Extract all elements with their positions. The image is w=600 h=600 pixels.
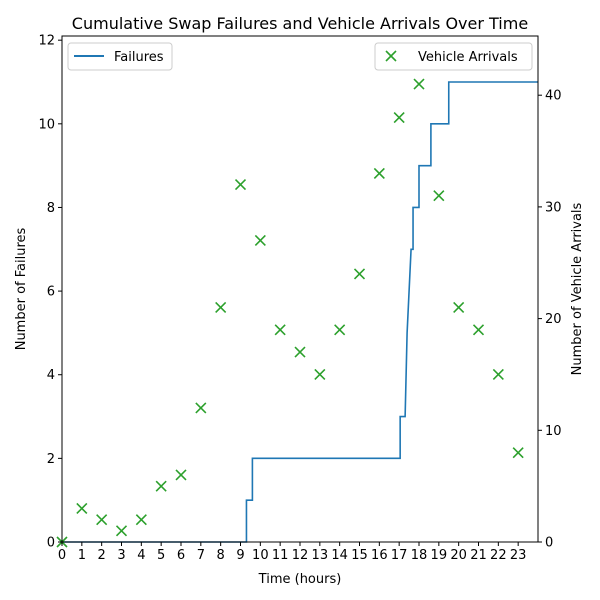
arrival-marker [453, 301, 465, 313]
x-tick-label: 12 [292, 548, 309, 563]
x-tick-label: 21 [470, 548, 487, 563]
x-tick-label: 19 [431, 548, 448, 563]
arrival-marker [472, 324, 485, 336]
y-left-tick-label: 10 [38, 117, 55, 132]
x-tick-label: 15 [351, 548, 368, 563]
arrival-marker [373, 167, 385, 179]
y-axis-right-label: Number of Vehicle Arrivals [570, 202, 585, 375]
legend-arrivals: Vehicle Arrivals [374, 42, 533, 71]
x-tick-label: 2 [98, 548, 106, 563]
arrival-marker [413, 78, 425, 90]
y-left-tick-label: 0 [47, 536, 55, 551]
x-tick-label: 6 [177, 548, 185, 563]
legend-failures-frame [67, 42, 173, 71]
arrival-marker [96, 514, 108, 526]
legend-failures: Failures [67, 42, 173, 71]
y-right-tick-label: 0 [545, 536, 553, 551]
y-right-tick-label: 20 [545, 312, 562, 327]
x-tick-label: 14 [331, 548, 348, 563]
x-tick-label: 8 [217, 548, 225, 563]
x-tick-label: 11 [272, 548, 289, 563]
x-tick-label: 20 [450, 548, 467, 563]
x-tick-label: 4 [137, 548, 145, 563]
y-right-tick-label: 30 [545, 200, 562, 215]
y-left-tick-label: 4 [47, 368, 55, 383]
y-axis-left: 0 2 4 6 8 10 12 [38, 34, 62, 551]
x-tick-label: 10 [252, 548, 269, 563]
arrival-marker [195, 402, 207, 414]
y-left-tick-label: 12 [38, 34, 55, 49]
arrival-marker [215, 301, 227, 313]
arrival-marker [314, 368, 326, 381]
x-tick-label: 23 [510, 548, 527, 563]
arrival-marker [334, 324, 346, 336]
y-left-tick-label: 2 [47, 452, 55, 467]
failures-line-layer [62, 81, 538, 543]
arrival-marker [155, 480, 167, 492]
arrival-marker [294, 346, 306, 358]
x-tick-label: 1 [78, 548, 86, 563]
x-tick-label: 7 [197, 548, 205, 563]
x-tick-label: 5 [157, 548, 165, 563]
arrival-marker [353, 268, 366, 280]
x-tick-label: 22 [490, 548, 507, 563]
legend-arrivals-swatch [385, 50, 397, 62]
y-right-tick-label: 40 [545, 89, 562, 104]
arrival-marker [76, 502, 88, 515]
y-axis-right: 0 10 20 30 40 [538, 89, 562, 551]
x-tick-label: 17 [391, 548, 408, 563]
arrival-marker [115, 525, 128, 537]
x-tick-label: 16 [371, 548, 388, 563]
x-tick-label: 18 [411, 548, 428, 563]
x-tick-label: 13 [312, 548, 329, 563]
failures-step-line [62, 81, 538, 543]
x-tick-label: 0 [58, 548, 66, 563]
chart-title: Cumulative Swap Failures and Vehicle Arr… [72, 14, 528, 33]
y-right-tick-label: 10 [545, 424, 562, 439]
y-left-tick-label: 8 [47, 201, 55, 216]
arrival-marker [234, 178, 247, 191]
arrival-marker [254, 234, 266, 246]
x-tick-label: 9 [236, 548, 244, 563]
y-axis-left-label: Number of Failures [14, 227, 29, 350]
x-axis-label: Time (hours) [258, 572, 342, 587]
arrival-marker [512, 447, 524, 459]
arrival-marker [393, 111, 405, 124]
arrival-marker [433, 190, 445, 202]
arrival-marker [135, 514, 147, 526]
legend-arrivals-label: Vehicle Arrivals [418, 50, 518, 65]
arrival-marker [492, 368, 504, 381]
legend-failures-label: Failures [114, 50, 164, 65]
arrivals-marker-layer [56, 78, 524, 548]
y-left-tick-label: 6 [47, 285, 55, 300]
arrival-marker [175, 469, 187, 481]
x-axis: 0 1 2 3 4 5 6 7 8 9 10 11 12 13 14 15 16 17 18 19 20 21 22 23 [58, 542, 527, 563]
x-tick-label: 3 [117, 548, 125, 563]
arrival-marker [274, 324, 286, 336]
legend-arrivals-frame [374, 42, 533, 71]
